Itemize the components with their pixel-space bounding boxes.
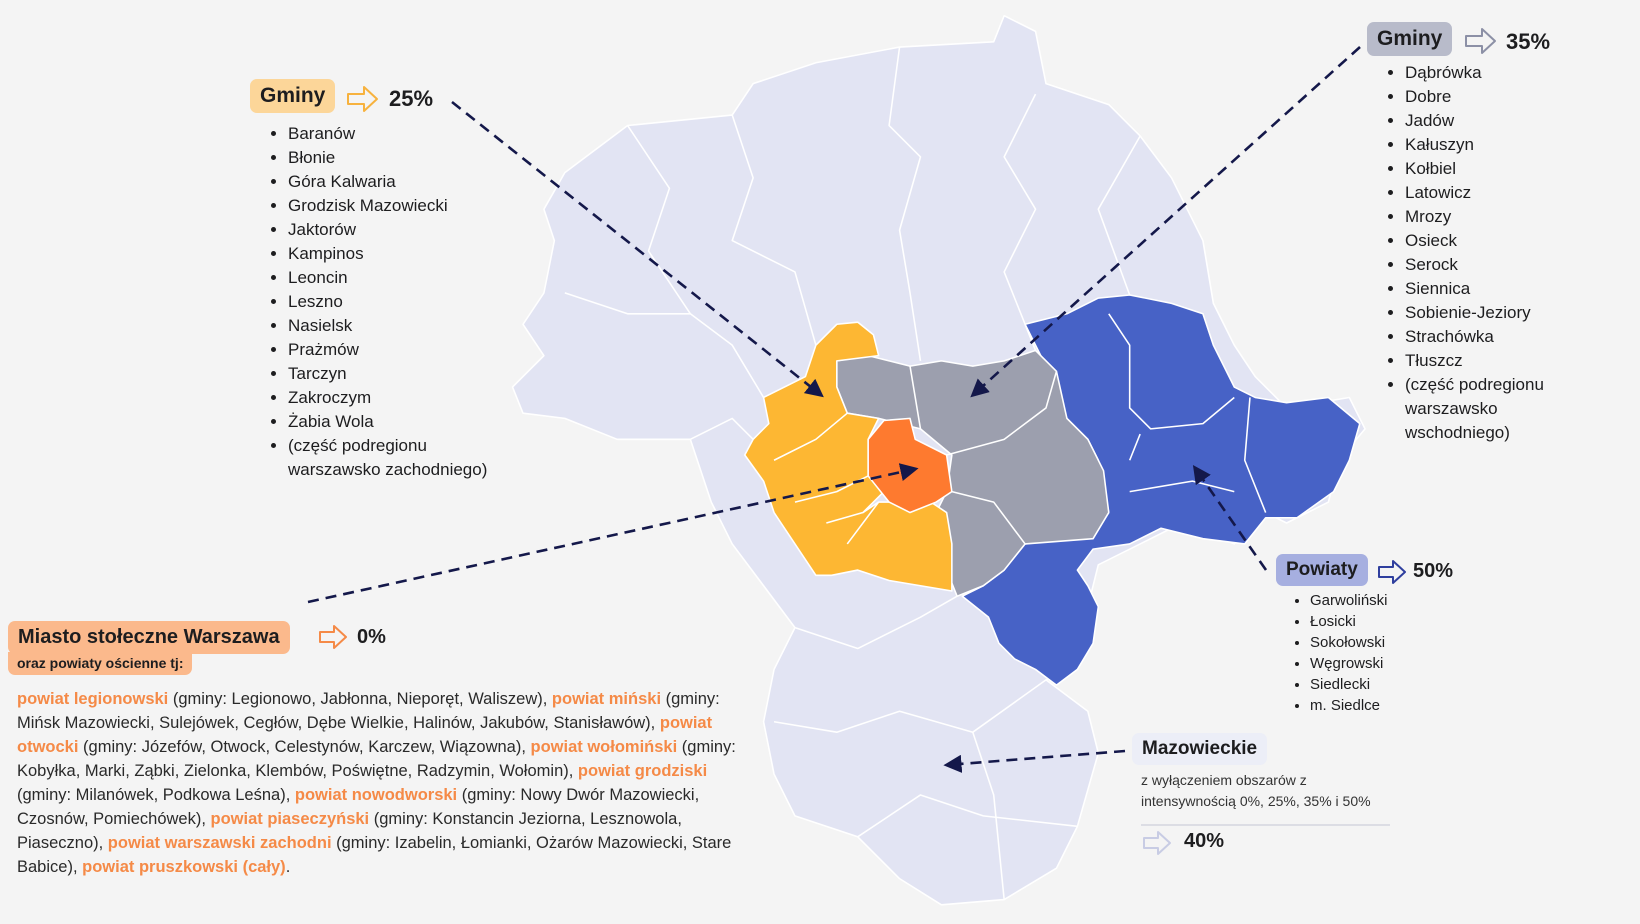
- list-item: Tarczyn: [288, 362, 488, 386]
- list-item: Latowicz: [1405, 181, 1595, 205]
- gminy-text: (gminy: Nowy Dwór Mazowiecki, Czosnów, P…: [17, 786, 700, 828]
- share: 40%: [1184, 830, 1225, 852]
- powiat-name: powiat piaseczyński: [210, 810, 370, 828]
- gminy-text: (gminy: Mińsk Mazowiecki, Sulejówek, Ceg…: [17, 690, 720, 732]
- pointer-arrow: [1192, 465, 1268, 571]
- arrow-icon: [1143, 831, 1171, 855]
- list-item: Sokołowski: [1310, 632, 1470, 653]
- pointer-arrow: [451, 100, 824, 398]
- badge: Miasto stołeczne Warszawa: [8, 621, 290, 654]
- powiat-name: powiat wołomiński: [530, 738, 678, 756]
- description: powiat legionowski (gminy: Legionowo, Ja…: [17, 687, 762, 879]
- list-item: Strachówka: [1405, 325, 1595, 349]
- list-item: Węgrowski: [1310, 653, 1470, 674]
- list-item: Grodzisk Mazowiecki: [288, 194, 488, 218]
- list-item: Leoncin: [288, 266, 488, 290]
- pointer-arrow: [970, 46, 1361, 398]
- badge: Mazowieckie: [1132, 733, 1268, 765]
- list-item: Kołbiel: [1405, 157, 1595, 181]
- badge: Gminy: [250, 79, 336, 113]
- powiat-name: powiat otwocki: [17, 714, 713, 756]
- list-item: Prażmów: [288, 338, 488, 362]
- badge: Gminy: [1367, 22, 1453, 56]
- share: 25%: [389, 86, 434, 111]
- arrow-icon: [1378, 560, 1406, 584]
- list-item: Siedlecki: [1310, 674, 1470, 695]
- gminy-text: (gminy: Legionowo, Jabłonna, Nieporęt, W…: [168, 690, 552, 708]
- gminy-text: (gminy: Józefów, Otwock, Celestynów, Kar…: [78, 738, 531, 756]
- list-item: Jadów: [1405, 109, 1595, 133]
- gminy-text: (gminy: Milanówek, Podkowa Leśna),: [17, 786, 295, 804]
- list-item: Kampinos: [288, 242, 488, 266]
- gminy-text: (gminy: Izabelin, Łomianki, Ożarów Mazow…: [17, 834, 732, 876]
- gminy-text: (gminy: Kobyłka, Marki, Ząbki, Zielonka,…: [17, 738, 736, 780]
- pointer-arrow: [943, 749, 1126, 773]
- arrow-icon: [1465, 28, 1496, 54]
- list: DąbrówkaDobreJadówKałuszynKołbielLatowic…: [1385, 61, 1595, 445]
- powiat-name: powiat legionowski: [17, 690, 169, 708]
- share: 0%: [357, 626, 386, 648]
- list-item: Tłuszcz: [1405, 349, 1595, 373]
- list-item: m. Siedlce: [1310, 695, 1470, 716]
- pointer-arrow: [307, 463, 919, 604]
- arrow-icon: [347, 86, 378, 112]
- powiat-name: powiat grodziski: [577, 762, 708, 780]
- list-item: (część podregionu warszawsko wschodniego…: [1405, 373, 1595, 445]
- list-item: Dobre: [1405, 85, 1595, 109]
- share: 50%: [1413, 560, 1454, 582]
- powiat-name: powiat nowodworski: [294, 786, 458, 804]
- list-item: Serock: [1405, 253, 1595, 277]
- arrow-icon: [319, 625, 347, 649]
- list-item: Dąbrówka: [1405, 61, 1595, 85]
- list-item: Osieck: [1405, 229, 1595, 253]
- list-item: Garwoliński: [1310, 590, 1470, 611]
- list-item: Żabia Wola: [288, 410, 488, 434]
- gminy-text: .: [285, 858, 291, 876]
- list-item: Nasielsk: [288, 314, 488, 338]
- list-item: Sobienie-Jeziory: [1405, 301, 1595, 325]
- list-item: Siennica: [1405, 277, 1595, 301]
- powiat-name: powiat warszawski zachodni: [107, 834, 332, 852]
- list-item: Leszno: [288, 290, 488, 314]
- list-item: Błonie: [288, 146, 488, 170]
- list-item: Zakroczym: [288, 386, 488, 410]
- list-item: (część podregionu warszawsko zachodniego…: [288, 434, 488, 482]
- powiat-name: powiat pruszkowski (cały): [82, 858, 286, 876]
- district-borders: [564, 46, 1141, 900]
- list-item: Mrozy: [1405, 205, 1595, 229]
- list: BaranówBłonieGóra KalwariaGrodzisk Mazow…: [268, 122, 488, 482]
- gminy-text: (gminy: Konstancin Jeziorna, Lesznowola,…: [17, 810, 682, 852]
- list-item: Góra Kalwaria: [288, 170, 488, 194]
- list-item: Łosicki: [1310, 611, 1470, 632]
- list-item: Jaktorów: [288, 218, 488, 242]
- list-item: Kałuszyn: [1405, 133, 1595, 157]
- list-item: Baranów: [288, 122, 488, 146]
- note: z wyłączeniem obszarów z intensywnością …: [1141, 772, 1371, 809]
- powiat-name: powiat miński: [551, 690, 662, 708]
- share: 35%: [1506, 29, 1551, 54]
- list: GarwolińskiŁosickiSokołowskiWęgrowskiSie…: [1290, 590, 1470, 716]
- badge: Powiaty: [1276, 554, 1368, 586]
- subtitle: oraz powiaty ościenne tj:: [8, 652, 193, 675]
